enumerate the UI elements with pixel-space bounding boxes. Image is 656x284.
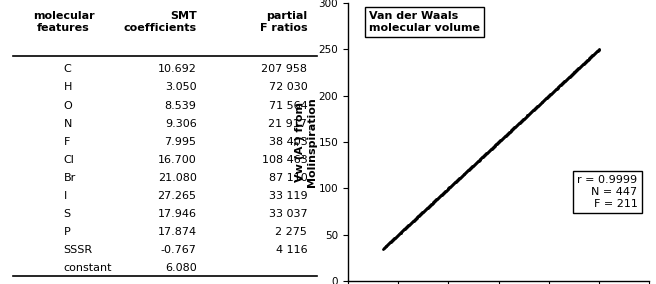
Text: constant: constant <box>64 263 112 273</box>
Text: 2 275: 2 275 <box>276 227 308 237</box>
Text: SMT
coefficients: SMT coefficients <box>123 11 197 33</box>
Text: 207 958: 207 958 <box>261 64 308 74</box>
Text: C: C <box>64 64 72 74</box>
Text: 21.080: 21.080 <box>157 173 197 183</box>
Text: N: N <box>64 119 72 129</box>
Text: 10.692: 10.692 <box>157 64 197 74</box>
Text: P: P <box>64 227 70 237</box>
Text: 87 110: 87 110 <box>268 173 308 183</box>
Text: Cl: Cl <box>64 155 74 165</box>
Text: F: F <box>64 137 70 147</box>
Text: -0.767: -0.767 <box>161 245 197 255</box>
Text: 108 463: 108 463 <box>262 155 308 165</box>
Text: 8.539: 8.539 <box>165 101 197 110</box>
Text: 71 564: 71 564 <box>268 101 308 110</box>
Text: 38 403: 38 403 <box>268 137 308 147</box>
Text: Van der Waals
molecular volume: Van der Waals molecular volume <box>369 11 480 33</box>
Text: 33 119: 33 119 <box>269 191 308 201</box>
Text: r = 0.9999
N = 447
F = 211: r = 0.9999 N = 447 F = 211 <box>577 176 638 209</box>
Text: 33 037: 33 037 <box>269 209 308 219</box>
Text: 6.080: 6.080 <box>165 263 197 273</box>
Text: molecular
features: molecular features <box>33 11 94 33</box>
Text: 4 116: 4 116 <box>276 245 308 255</box>
Text: 16.700: 16.700 <box>158 155 197 165</box>
Text: O: O <box>64 101 72 110</box>
Text: 72 030: 72 030 <box>268 82 308 93</box>
Text: partial
F ratios: partial F ratios <box>260 11 308 33</box>
Text: Br: Br <box>64 173 76 183</box>
Text: S: S <box>64 209 71 219</box>
Text: 21 917: 21 917 <box>268 119 308 129</box>
Text: H: H <box>64 82 72 93</box>
Text: 17.946: 17.946 <box>157 209 197 219</box>
Text: 27.265: 27.265 <box>157 191 197 201</box>
Text: I: I <box>64 191 67 201</box>
Text: 17.874: 17.874 <box>157 227 197 237</box>
Y-axis label: Vw (A³) from
Molinspiration: Vw (A³) from Molinspiration <box>295 97 317 187</box>
Text: SSSR: SSSR <box>64 245 92 255</box>
Text: 3.050: 3.050 <box>165 82 197 93</box>
Text: 7.995: 7.995 <box>165 137 197 147</box>
Text: 9.306: 9.306 <box>165 119 197 129</box>
